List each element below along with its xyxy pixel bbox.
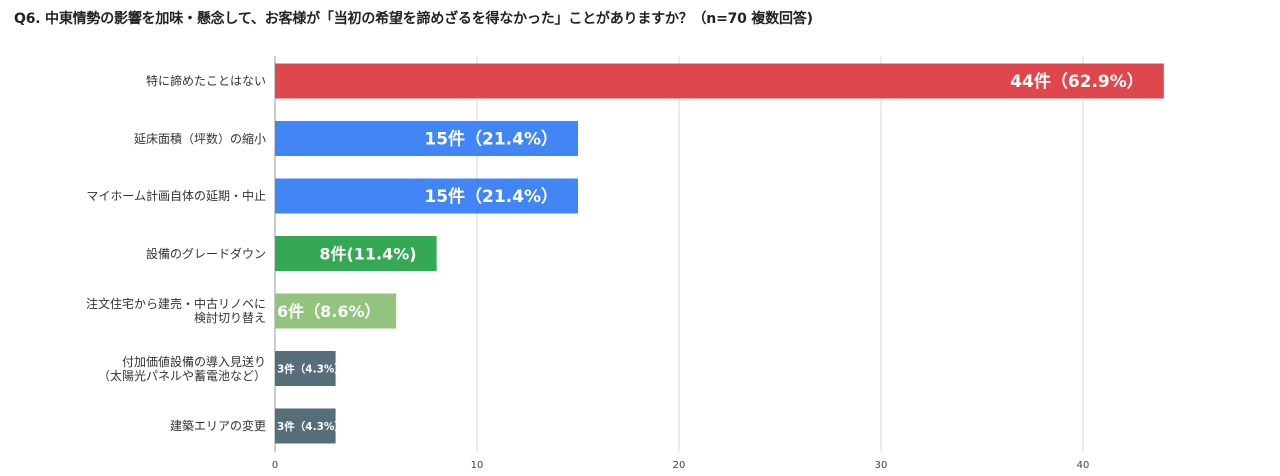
category-label: 付加価値設備の導入見送り （太陽光パネルや蓄電池など）	[4, 355, 266, 383]
category-label: マイホーム計画自体の延期・中止	[4, 189, 266, 203]
category-label-line: 特に諦めたことはない	[145, 74, 266, 88]
data-label: 15件（21.4%）	[424, 186, 558, 207]
data-label: 6件（8.6%）	[277, 302, 381, 321]
data-label: 8件(11.4%)	[319, 244, 416, 263]
bar	[275, 408, 336, 444]
bar	[275, 121, 578, 156]
data-label: 44件（62.9%）	[1010, 71, 1144, 92]
data-label: 15件（21.4%）	[424, 129, 558, 150]
bar	[275, 351, 336, 386]
bar	[275, 236, 437, 271]
category-label-line: 建築エリアの変更	[169, 419, 266, 433]
x-tick-label: 30	[875, 460, 888, 471]
bar	[275, 178, 578, 214]
x-tick-label: 40	[1077, 460, 1090, 471]
category-label: 延床面積（坪数）の縮小	[4, 132, 266, 146]
category-label: 注文住宅から建売・中古リノベに 検討切り替え	[4, 297, 266, 325]
category-label-line: （太陽光パネルや蓄電池など）	[97, 368, 266, 383]
category-label-line: 延床面積（坪数）の縮小	[133, 131, 266, 146]
category-label: 建築エリアの変更	[4, 419, 266, 433]
bar	[275, 293, 397, 329]
category-label-line: 設備のグレードダウン	[145, 246, 266, 261]
category-label: 設備のグレードダウン	[4, 247, 266, 261]
category-label-line: 検討切り替え	[193, 311, 266, 325]
x-tick-label: 20	[673, 460, 686, 471]
category-label-line: マイホーム計画自体の延期・中止	[86, 189, 266, 203]
category-label-line: 注文住宅から建売・中古リノベに	[85, 297, 266, 311]
data-label: 3件（4.3%）	[277, 420, 345, 433]
category-label-line: 付加価値設備の導入見送り	[121, 354, 266, 369]
x-tick-label: 10	[471, 460, 484, 471]
chart-title: Q6. 中東情勢の影響を加味・懸念して、お客様が「当初の希望を諦めざるを得なかっ…	[14, 11, 813, 27]
data-label: 3件（4.3%）	[277, 362, 345, 375]
x-tick-label: 0	[272, 460, 278, 471]
category-label: 特に諦めたことはない	[4, 74, 266, 88]
bar	[275, 63, 1164, 99]
